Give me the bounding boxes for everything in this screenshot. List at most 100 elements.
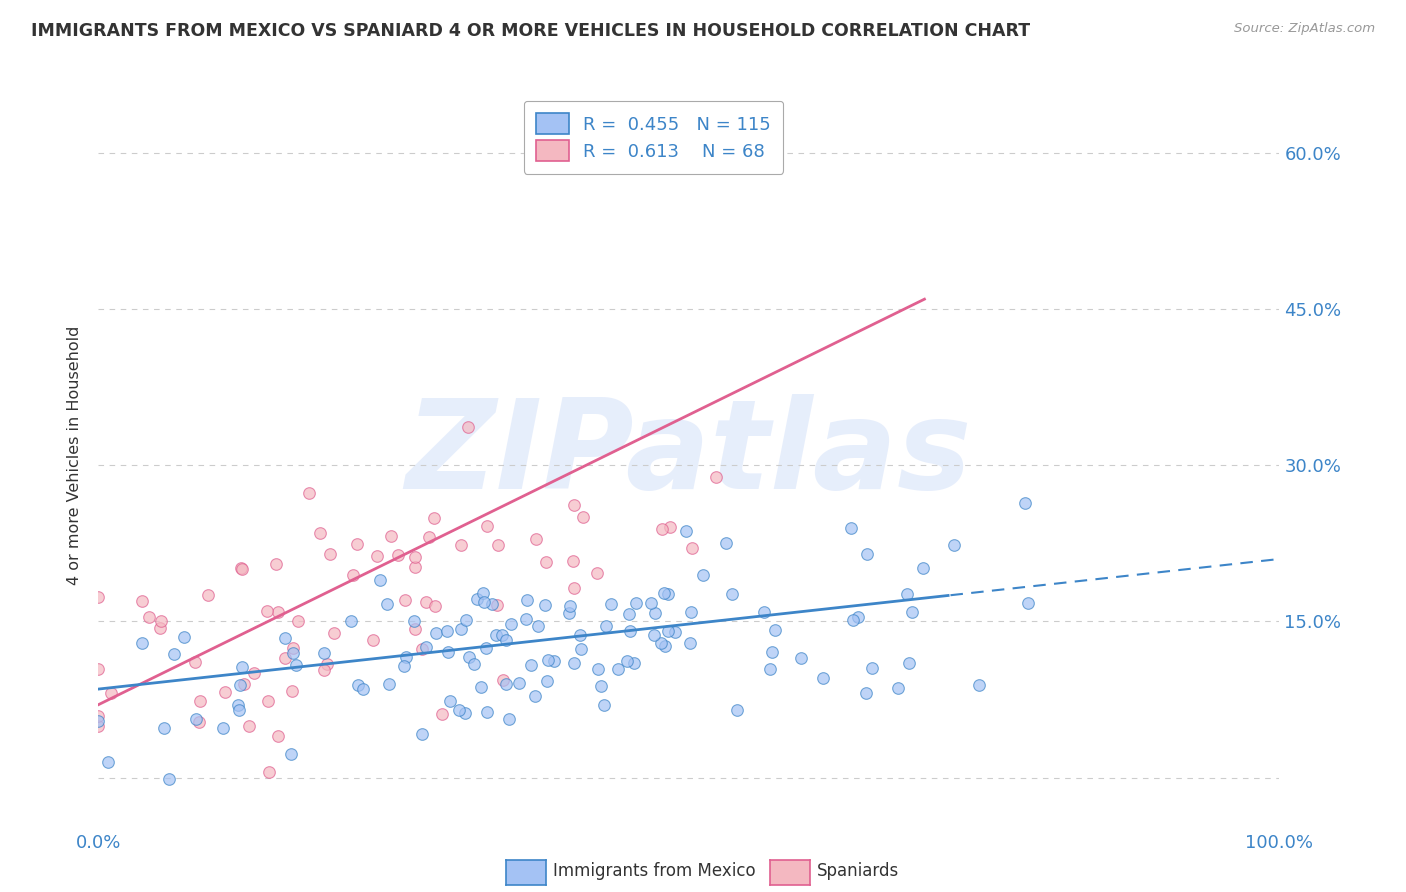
Point — [190, 693, 212, 707]
Text: IMMIGRANTS FROM MEXICO VS SPANIARD 4 OR MORE VEHICLES IN HOUSEHOLD CORRELATION C: IMMIGRANTS FROM MEXICO VS SPANIARD 4 OR … — [31, 22, 1031, 40]
Point — [654, 639, 676, 653]
Point — [942, 538, 965, 552]
Point — [415, 594, 437, 608]
Point — [624, 596, 647, 610]
Legend: R =  0.455   N = 115, R =  0.613    N = 68: R = 0.455 N = 115, R = 0.613 N = 68 — [523, 101, 783, 174]
Point — [558, 606, 581, 620]
Point — [721, 587, 744, 601]
Point — [475, 640, 498, 655]
Point — [860, 661, 883, 675]
Point — [274, 651, 297, 665]
Point — [856, 547, 879, 561]
Point — [439, 694, 461, 708]
Point — [485, 598, 508, 612]
Text: Spaniards: Spaniards — [817, 863, 898, 880]
Point — [274, 631, 297, 645]
Point — [465, 592, 488, 607]
Point — [650, 635, 672, 649]
Point — [472, 595, 495, 609]
Point — [149, 614, 172, 628]
Point — [725, 703, 748, 717]
Point — [188, 714, 211, 729]
Point — [425, 625, 447, 640]
Point — [499, 616, 522, 631]
Point — [197, 588, 219, 602]
Point — [138, 610, 160, 624]
Point — [520, 657, 543, 672]
Point — [285, 657, 308, 672]
Point — [515, 612, 537, 626]
Point — [340, 614, 363, 628]
Point — [678, 636, 700, 650]
Point — [368, 573, 391, 587]
Point — [283, 646, 305, 660]
Point — [352, 682, 374, 697]
Point — [495, 633, 517, 648]
Point — [231, 660, 253, 674]
Point — [562, 499, 585, 513]
Point — [790, 650, 813, 665]
Point — [486, 537, 509, 551]
Point — [681, 541, 703, 555]
Point — [87, 719, 110, 733]
Point — [430, 706, 453, 721]
Point — [287, 614, 309, 628]
Point — [492, 673, 515, 687]
Point — [404, 549, 426, 564]
Point — [811, 671, 834, 685]
Point — [454, 706, 477, 721]
Point — [533, 598, 555, 612]
Point — [392, 659, 415, 673]
Point — [423, 511, 446, 525]
Point — [226, 698, 249, 713]
Y-axis label: 4 or more Vehicles in Household: 4 or more Vehicles in Household — [67, 326, 83, 584]
Point — [887, 681, 910, 695]
Point — [484, 628, 506, 642]
Point — [315, 657, 337, 671]
Point — [87, 709, 110, 723]
Point — [267, 730, 290, 744]
Point — [839, 521, 862, 535]
Point — [312, 646, 335, 660]
Point — [481, 597, 503, 611]
Point — [411, 642, 433, 657]
Point — [280, 684, 302, 698]
Point — [855, 686, 877, 700]
Point — [361, 633, 384, 648]
Point — [450, 622, 472, 636]
Point — [761, 644, 783, 658]
Point — [457, 650, 479, 665]
Point — [163, 647, 186, 661]
Point — [967, 678, 990, 692]
Point — [589, 679, 612, 693]
Point — [423, 599, 446, 614]
Point — [704, 470, 727, 484]
Point — [524, 690, 547, 704]
Point — [280, 747, 302, 761]
Point — [404, 614, 426, 628]
Point — [508, 676, 530, 690]
Point — [516, 593, 538, 607]
Point — [562, 657, 585, 671]
Point — [394, 592, 416, 607]
Point — [897, 657, 920, 671]
Point — [450, 538, 472, 552]
Point — [404, 560, 426, 574]
Point — [640, 596, 662, 610]
Point — [901, 605, 924, 619]
Point — [657, 587, 679, 601]
Point — [231, 562, 253, 576]
Point — [87, 590, 110, 604]
Point — [173, 630, 195, 644]
Point — [375, 597, 398, 611]
Point — [617, 607, 640, 621]
Point — [257, 765, 280, 780]
Point — [475, 706, 498, 720]
Point — [560, 599, 582, 613]
Point — [643, 627, 665, 641]
Point — [100, 686, 122, 700]
Point — [524, 532, 547, 546]
Point — [418, 530, 440, 544]
Point — [378, 676, 401, 690]
Point — [896, 587, 918, 601]
